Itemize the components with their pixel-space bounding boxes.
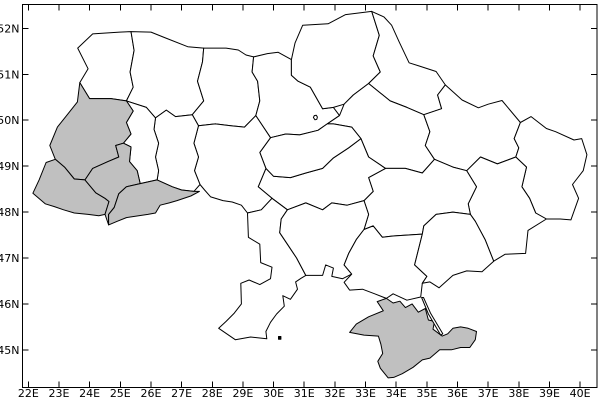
x-tick-label: 40E	[570, 387, 591, 400]
region-zakarpattia	[32, 158, 110, 217]
region-vinnytsia	[193, 115, 273, 214]
region-zhytomyr	[191, 47, 261, 128]
x-tick-label: 23E	[49, 387, 70, 400]
region-chernivtsi	[108, 179, 200, 226]
x-tick-label: 38E	[508, 387, 529, 400]
y-tick-label: 45N	[0, 344, 20, 357]
x-tick-label: 25E	[110, 387, 131, 400]
x-tick-label: 34E	[386, 387, 407, 400]
x-tick-label: 24E	[79, 387, 100, 400]
x-tick-label: 27E	[171, 387, 192, 400]
region-small-lake-loop	[312, 114, 318, 121]
x-tick-label: 22E	[18, 387, 39, 400]
x-tick-label: 36E	[447, 387, 468, 400]
x-tick-label: 32E	[324, 387, 345, 400]
x-tick-label: 35E	[416, 387, 437, 400]
x-tick-label: 30E	[263, 387, 284, 400]
y-tick-label: 47N	[0, 252, 20, 265]
y-tick-label: 49N	[0, 160, 20, 173]
y-tick-label: 51N	[0, 68, 20, 81]
y-tick-label: 48N	[0, 206, 20, 219]
y-tick-label: 50N	[0, 114, 20, 127]
x-tick-label: 29E	[232, 387, 253, 400]
region-cherkasy	[259, 123, 362, 179]
region-kherson	[343, 225, 428, 301]
y-tick-label: 52N	[0, 22, 20, 35]
region-volyn	[77, 31, 135, 102]
x-tick-label: 39E	[539, 387, 560, 400]
x-tick-label: 37E	[478, 387, 499, 400]
x-tick-label: 33E	[355, 387, 376, 400]
plot-frame	[22, 4, 598, 388]
x-tick-label: 31E	[294, 387, 315, 400]
y-tick-label: 46N	[0, 298, 20, 311]
region-crimea	[349, 297, 477, 379]
region-arabat-spit	[421, 297, 444, 336]
x-tick-label: 26E	[140, 387, 161, 400]
x-tick-label: 28E	[202, 387, 223, 400]
region-khmelnytskyi	[153, 109, 201, 192]
region-zmiinyi-island	[278, 336, 282, 340]
region-kharkiv	[423, 84, 521, 172]
region-zaporizhzhia	[414, 211, 495, 289]
